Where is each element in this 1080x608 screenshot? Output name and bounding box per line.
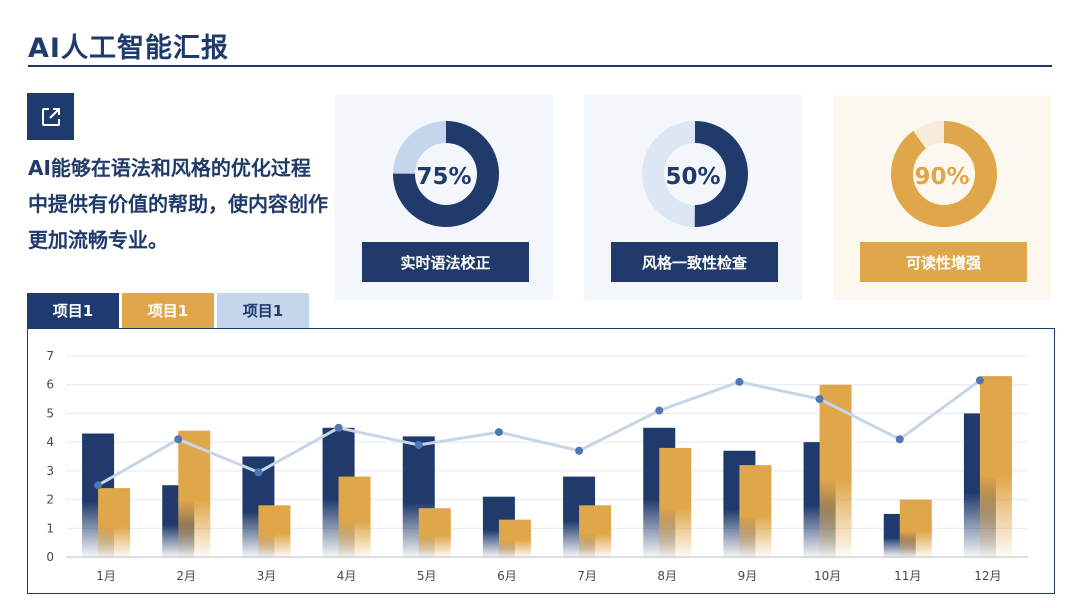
y-tick-label: 0: [46, 550, 54, 564]
x-tick-label: 10月: [814, 569, 841, 583]
x-tick-label: 1月: [96, 569, 116, 583]
x-tick-label: 12月: [974, 569, 1001, 583]
y-tick-label: 5: [46, 406, 54, 420]
external-link-icon: [41, 107, 60, 126]
y-tick-label: 7: [46, 349, 54, 363]
y-tick-label: 4: [46, 435, 54, 449]
line-series-3: [97, 379, 981, 487]
percent-value: 90%: [914, 164, 970, 190]
intro-text: AI能够在语法和风格的优化过程中提供有价值的帮助，使内容创作更加流畅专业。: [28, 156, 328, 252]
tab-project-3[interactable]: 项目1: [217, 293, 309, 328]
line-point: [254, 468, 263, 477]
share-button[interactable]: [27, 93, 74, 140]
line-point: [655, 406, 664, 415]
line-point: [575, 446, 584, 455]
y-tick-label: 6: [46, 378, 54, 392]
donut-arc: [891, 121, 997, 227]
line-point: [334, 423, 343, 432]
donut-arc: [642, 121, 748, 227]
bar-series-2: [739, 465, 772, 557]
metric-card-readability: 90% 可读性增强: [833, 95, 1051, 300]
card-label: 风格一致性检查: [611, 242, 778, 282]
chart-panel: 0 1 2 3 4 5 6 7 1月 2月 3月 4月 5月 6月 7月 8月 9月 10月 11月 12月: [27, 328, 1055, 594]
line-point: [174, 435, 183, 444]
metric-card-grammar: 75% 实时语法校正: [335, 95, 553, 300]
x-tick-label: 3月: [257, 569, 277, 583]
x-tick-label: 2月: [176, 569, 196, 583]
tab-project-2[interactable]: 项目1: [122, 293, 214, 328]
x-tick-label: 4月: [337, 569, 357, 583]
line-point: [94, 481, 103, 490]
line-point: [494, 428, 503, 437]
y-tick-label: 3: [46, 464, 54, 478]
title-divider: [28, 65, 1052, 67]
bar-series-2: [498, 519, 531, 557]
bar-series-2: [98, 488, 131, 557]
bar-series-2: [659, 447, 692, 557]
donut-chart: [393, 121, 499, 227]
donut-chart: [891, 121, 997, 227]
donut-chart: [642, 121, 748, 227]
bar-series-2: [579, 505, 612, 557]
line-point: [414, 441, 423, 450]
x-tick-label: 11月: [894, 569, 921, 583]
bar-series-2: [258, 505, 291, 557]
bar-series-2: [338, 476, 371, 557]
line-point: [895, 435, 904, 444]
x-tick-label: 5月: [417, 569, 437, 583]
page-title: AI人工智能汇报: [28, 33, 229, 64]
bar-series-2: [899, 499, 932, 557]
metric-card-style: 50% 风格一致性检查: [584, 95, 802, 300]
line-point: [815, 395, 824, 404]
bar-series-2: [979, 376, 1012, 557]
bar-series-2: [418, 508, 451, 557]
line-point: [735, 377, 744, 386]
x-tick-label: 7月: [577, 569, 597, 583]
x-tick-label: 9月: [738, 569, 758, 583]
y-tick-label: 2: [46, 493, 54, 507]
card-label: 实时语法校正: [362, 242, 529, 282]
y-tick-label: 1: [46, 521, 54, 535]
donut-arc: [393, 121, 499, 227]
percent-value: 75%: [416, 164, 472, 190]
bar-series-2: [819, 384, 852, 557]
card-label: 可读性增强: [860, 242, 1027, 282]
x-tick-label: 6月: [497, 569, 517, 583]
monthly-chart: 0 1 2 3 4 5 6 7 1月 2月 3月 4月 5月 6月 7月 8月 9月 10月 11月 12月: [46, 349, 1028, 583]
tab-project-1[interactable]: 项目1: [27, 293, 119, 328]
line-point: [975, 376, 984, 385]
percent-value: 50%: [665, 164, 721, 190]
x-tick-label: 8月: [657, 569, 677, 583]
